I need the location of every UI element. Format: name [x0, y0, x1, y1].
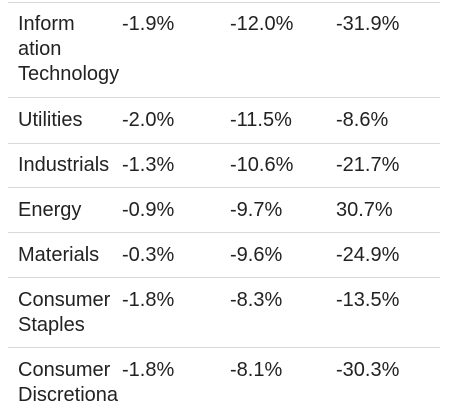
value-cell-1: -0.3%: [122, 244, 175, 266]
value-cell-1: -2.0%: [122, 109, 175, 131]
value-cell-2: -9.6%: [230, 244, 283, 266]
sector-name: Materials: [18, 243, 122, 268]
sector-name: Inform ation Technology: [18, 12, 122, 87]
value-cell-3: -31.9%: [336, 13, 400, 35]
value-cell-3: -21.7%: [336, 154, 400, 176]
sector-name: Utilities: [18, 108, 122, 133]
value-cell-3: -24.9%: [336, 244, 400, 266]
value-cell-2: -8.3%: [230, 289, 283, 311]
value-cell-1: -1.9%: [122, 13, 175, 35]
value-cell-3: -8.6%: [336, 109, 389, 131]
value-cell-1: -1.8%: [122, 289, 175, 311]
sector-name-line: Technology: [18, 63, 120, 85]
value-cell-3: -30.3%: [336, 359, 400, 381]
value-cell-2: -9.7%: [230, 199, 283, 221]
table-row: Consumer Discretiona -1.8% -8.1% -30.3%: [8, 348, 440, 406]
value-cell-3: -13.5%: [336, 289, 400, 311]
table-row: Inform ation Technology -1.9% -12.0% -31…: [8, 2, 440, 98]
sector-name-line: ation: [18, 38, 62, 60]
sector-name-line: Materials: [18, 244, 100, 266]
value-cell-2: -12.0%: [230, 13, 294, 35]
table-row: Utilities -2.0% -11.5% -8.6%: [8, 98, 440, 144]
sector-name-line: Energy: [18, 199, 82, 221]
sector-name-line: Industrials: [18, 154, 110, 176]
sector-name: Industrials: [18, 153, 122, 178]
sector-name-line: Inform: [18, 13, 75, 35]
sector-name-line: Consumer: [18, 359, 111, 381]
value-cell-1: -1.8%: [122, 359, 175, 381]
value-cell-2: -10.6%: [230, 154, 294, 176]
sector-name-line: Utilities: [18, 109, 83, 131]
sector-name-line: Staples: [18, 314, 85, 336]
sector-name: Consumer Discretiona: [18, 358, 122, 408]
sector-name: Consumer Staples: [18, 288, 122, 338]
table-top-divider: [8, 2, 440, 3]
table-row: Energy -0.9% -9.7% 30.7%: [8, 188, 440, 233]
table-row: Industrials -1.3% -10.6% -21.7%: [8, 143, 440, 188]
table-row: Consumer Staples -1.8% -8.3% -13.5%: [8, 278, 440, 348]
value-cell-1: -1.3%: [122, 154, 175, 176]
value-cell-1: -0.9%: [122, 199, 175, 221]
value-cell-2: -11.5%: [230, 109, 292, 131]
sector-name-line: Consumer: [18, 289, 111, 311]
sector-name-line: Discretiona: [18, 384, 119, 406]
value-cell-3: 30.7%: [336, 199, 393, 221]
table-row: Materials -0.3% -9.6% -24.9%: [8, 233, 440, 278]
value-cell-2: -8.1%: [230, 359, 283, 381]
sector-name: Energy: [18, 198, 122, 223]
